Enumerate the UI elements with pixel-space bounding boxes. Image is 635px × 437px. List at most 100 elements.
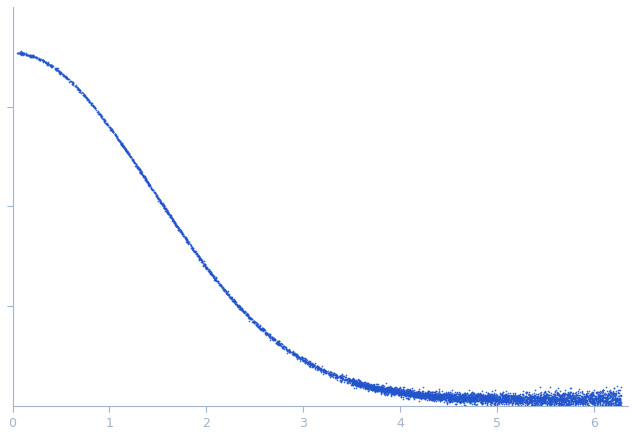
Point [423,390,433,397]
Point [342,378,352,385]
Point [547,394,557,401]
Point [516,400,526,407]
Point [465,399,475,406]
Point [463,394,473,401]
Point [375,385,385,392]
Point [509,397,519,404]
Point [365,383,375,390]
Point [43,59,53,66]
Point [218,286,228,293]
Point [284,348,295,355]
Point [532,399,542,406]
Point [178,230,188,237]
Point [512,392,522,399]
Point [610,396,620,403]
Point [413,391,424,398]
Point [370,384,380,391]
Point [531,398,542,405]
Point [469,394,479,401]
Point [472,395,482,402]
Point [440,390,450,397]
Point [477,395,487,402]
Point [498,392,508,399]
Point [586,391,596,398]
Point [347,376,358,383]
Point [540,395,551,402]
Point [612,402,622,409]
Point [271,340,281,347]
Point [424,392,434,399]
Point [204,268,214,275]
Point [504,389,514,396]
Point [446,395,456,402]
Point [399,392,410,399]
Point [519,397,530,404]
Point [604,395,614,402]
Point [326,371,337,378]
Point [450,395,460,402]
Point [253,323,263,330]
Point [229,298,239,305]
Point [28,52,38,59]
Point [401,394,411,401]
Point [577,401,587,408]
Point [387,388,397,395]
Point [27,53,37,60]
Point [245,316,255,323]
Point [497,394,507,401]
Point [582,392,592,399]
Point [525,392,535,399]
Point [373,383,384,390]
Point [123,149,133,156]
Point [293,354,304,361]
Point [23,51,34,58]
Point [377,387,387,394]
Point [561,399,572,406]
Point [527,399,537,406]
Point [594,394,604,401]
Point [17,50,27,57]
Point [490,394,500,401]
Point [413,389,423,396]
Point [591,403,601,410]
Point [81,94,91,101]
Point [582,389,592,396]
Point [554,396,564,403]
Point [389,385,399,392]
Point [381,391,391,398]
Point [431,393,441,400]
Point [417,394,427,401]
Point [559,395,569,402]
Point [603,401,613,408]
Point [469,393,479,400]
Point [275,341,285,348]
Point [563,402,573,409]
Point [528,395,538,402]
Point [390,387,400,394]
Point [310,365,320,372]
Point [471,397,481,404]
Point [518,397,528,404]
Point [462,397,472,404]
Point [600,396,610,403]
Point [366,382,377,389]
Point [510,391,520,398]
Point [497,397,507,404]
Point [219,287,229,294]
Point [359,381,369,388]
Point [595,396,605,403]
Point [605,398,615,405]
Point [538,395,548,402]
Point [391,385,401,392]
Point [549,390,559,397]
Point [166,213,176,220]
Point [549,398,559,405]
Point [493,397,503,404]
Point [510,397,520,404]
Point [446,393,456,400]
Point [503,398,513,405]
Point [580,396,590,403]
Point [227,295,237,302]
Point [597,398,607,405]
Point [452,396,462,403]
